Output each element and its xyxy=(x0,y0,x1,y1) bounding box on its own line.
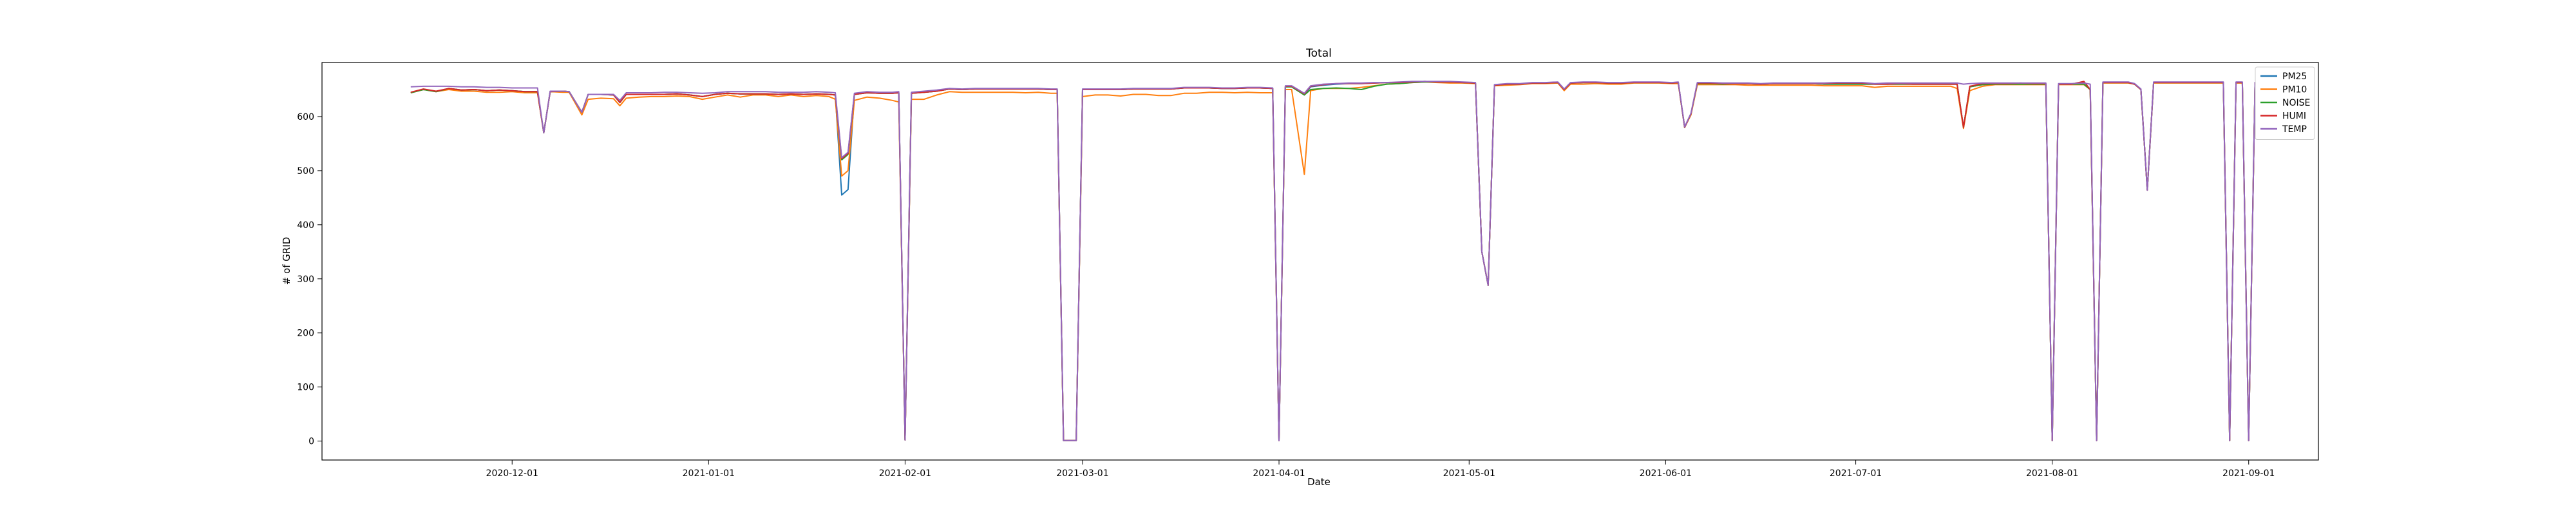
x-axis-ticks: 2020-12-01 2021-01-01 2021-02-01 2021-03-01… xyxy=(486,460,2275,479)
legend-label: PM25 xyxy=(2282,72,2307,82)
y-tick-label: 300 xyxy=(297,274,314,285)
y-tick-label: 500 xyxy=(297,166,314,177)
y-axis-ticks: 0 100 200 300 400 500 600 xyxy=(297,112,322,447)
legend: PM25 PM10 NOISE HUMI TEMP xyxy=(2255,66,2315,140)
x-tick-label: 2021-06-01 xyxy=(1640,468,1692,479)
legend-label: NOISE xyxy=(2282,98,2310,108)
y-tick-label: 600 xyxy=(297,112,314,122)
y-tick-label: 100 xyxy=(297,383,314,393)
x-tick-label: 2021-09-01 xyxy=(2222,468,2275,479)
legend-box xyxy=(2255,66,2315,140)
x-tick-label: 2021-04-01 xyxy=(1253,468,1305,479)
plot-area-frame xyxy=(321,62,2319,461)
legend-label: PM10 xyxy=(2282,85,2307,95)
x-tick-label: 2021-08-01 xyxy=(2026,468,2078,479)
series-line-pm25 xyxy=(410,81,2256,441)
x-tick-label: 2021-02-01 xyxy=(879,468,931,479)
x-tick-label: 2021-01-01 xyxy=(683,468,735,479)
x-tick-label: 2021-07-01 xyxy=(1830,468,1882,479)
x-tick-label: 2021-03-01 xyxy=(1056,468,1108,479)
y-tick-label: 400 xyxy=(297,220,314,231)
chart-title: Total xyxy=(1305,47,1332,60)
y-axis-label: # of GRID xyxy=(281,237,292,285)
legend-label: TEMP xyxy=(2282,124,2307,135)
series-line-humi xyxy=(410,81,2256,441)
y-tick-label: 0 xyxy=(308,437,314,447)
x-tick-label: 2020-12-01 xyxy=(486,468,538,479)
x-tick-label: 2021-05-01 xyxy=(1443,468,1495,479)
series-line-pm10 xyxy=(410,81,2256,441)
x-axis-label: Date xyxy=(1307,476,1331,488)
series-line-noise xyxy=(410,81,2256,441)
series-line-temp xyxy=(410,81,2256,441)
series-lines xyxy=(410,81,2256,441)
legend-label: HUMI xyxy=(2282,111,2306,122)
y-tick-label: 200 xyxy=(297,329,314,339)
